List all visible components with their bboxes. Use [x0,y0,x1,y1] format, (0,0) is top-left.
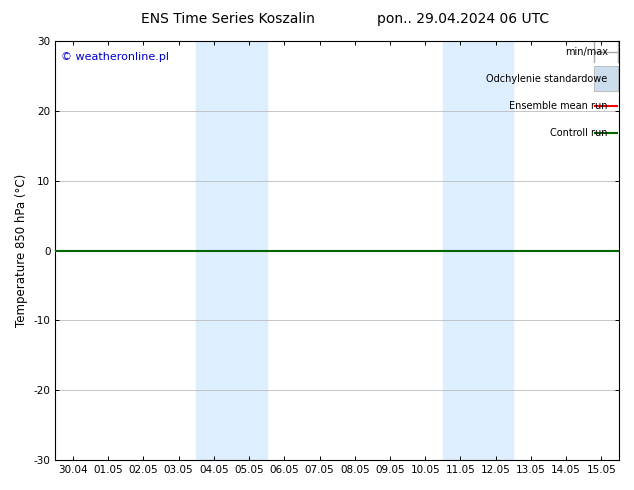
Text: pon.. 29.04.2024 06 UTC: pon.. 29.04.2024 06 UTC [377,12,549,26]
Text: Odchylenie standardowe: Odchylenie standardowe [486,74,608,84]
Text: min/max: min/max [565,47,608,56]
Bar [443,41,514,460]
Text: Ensemble mean run: Ensemble mean run [509,101,608,111]
Text: © weatheronline.pl: © weatheronline.pl [61,51,169,62]
Text: Controll run: Controll run [550,128,608,138]
Bar [196,41,267,460]
Bar [593,66,618,91]
Y-axis label: Temperature 850 hPa (°C): Temperature 850 hPa (°C) [15,174,28,327]
Text: ENS Time Series Koszalin: ENS Time Series Koszalin [141,12,315,26]
